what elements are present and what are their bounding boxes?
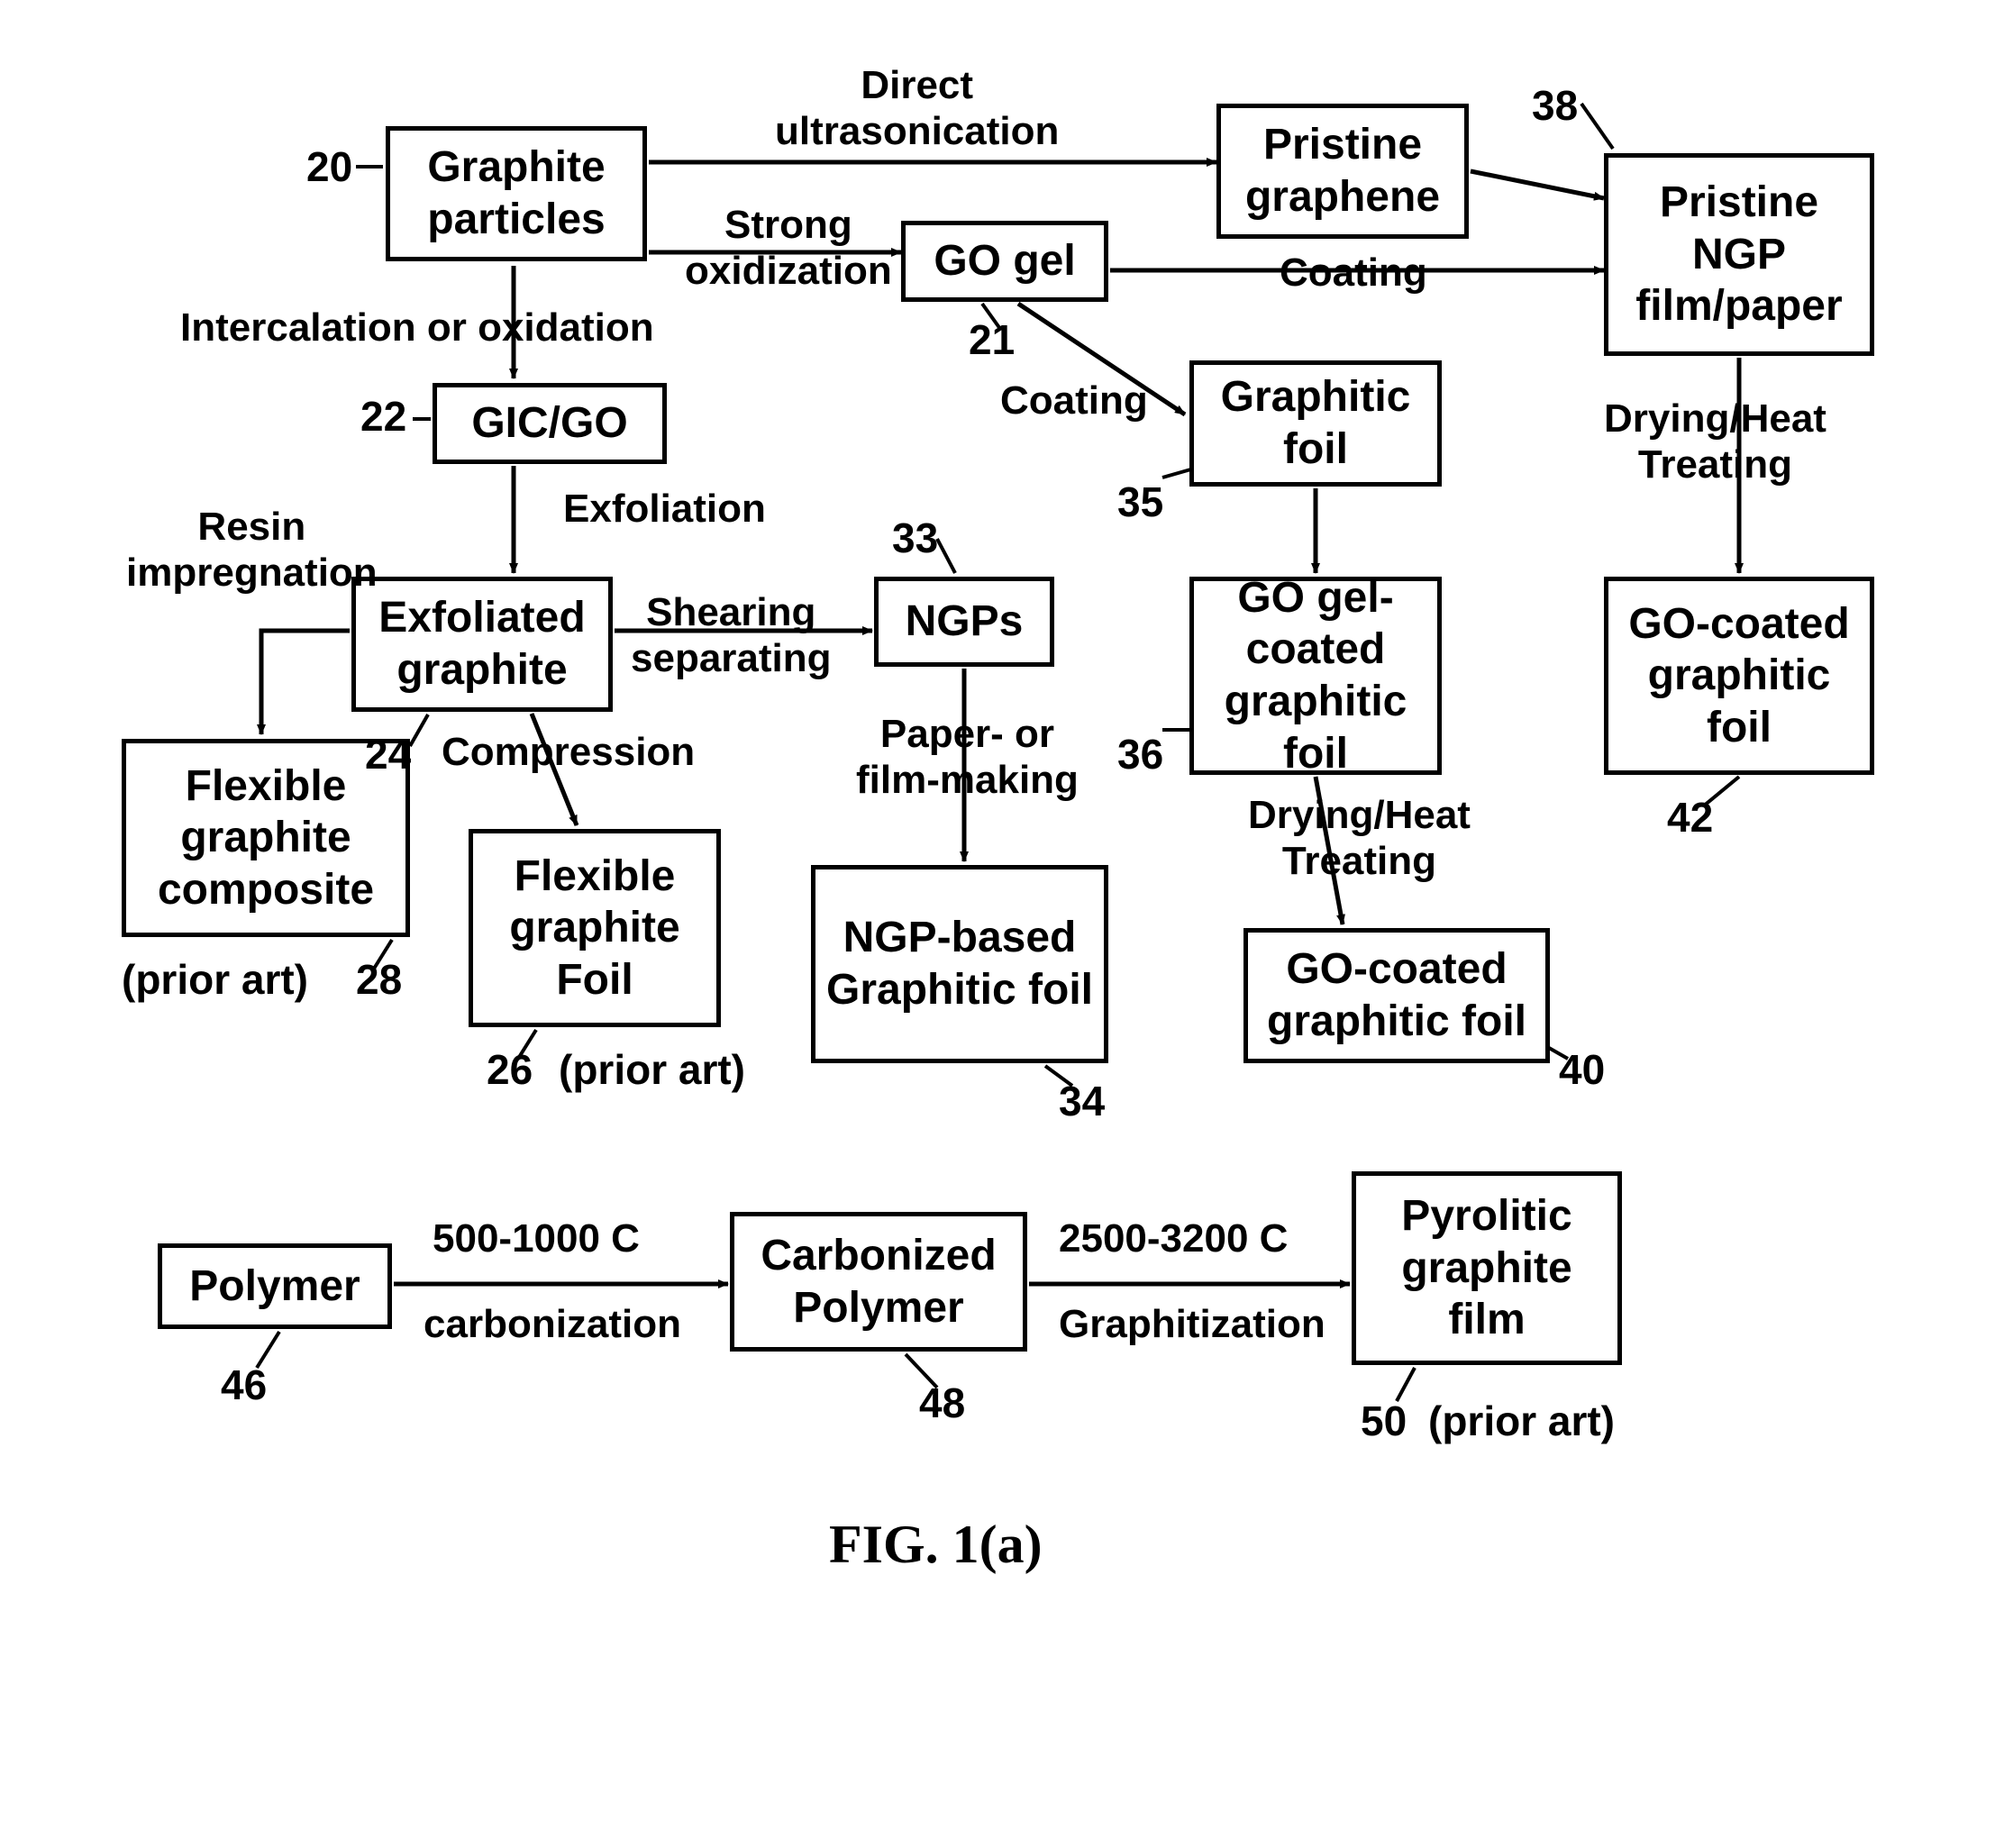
edge-label: Compression <box>442 730 695 776</box>
leader-line <box>410 715 428 746</box>
edge-label: Graphitization <box>1059 1302 1325 1348</box>
edge-label: Drying/HeatTreating <box>1248 793 1471 884</box>
prior-art-label: (prior art) <box>1428 1397 1615 1445</box>
edge-label: Paper- orfilm-making <box>856 712 1079 803</box>
edge-label: Strongoxidization <box>685 203 892 294</box>
ref-number: 40 <box>1559 1045 1605 1094</box>
flow-node-n50: Pyrolitic graphite film <box>1352 1171 1622 1365</box>
edge-label: Resinimpregnation <box>126 505 378 596</box>
flow-node-n38: Pristine NGP film/paper <box>1604 153 1874 356</box>
prior-art-label: (prior art) <box>122 955 308 1004</box>
flow-node-n48: Carbonized Polymer <box>730 1212 1027 1352</box>
flow-node-n21: GO gel <box>901 221 1108 302</box>
flow-node-n35: Graphitic foil <box>1189 360 1442 487</box>
ref-number: 50 <box>1361 1397 1407 1445</box>
ref-number: 33 <box>892 514 938 562</box>
edge-label: Shearingseparating <box>631 590 832 681</box>
leader-line <box>937 539 955 573</box>
edge-label: carbonization <box>424 1302 681 1348</box>
edge-label: Coating <box>1000 378 1148 424</box>
ref-number: 34 <box>1059 1077 1105 1125</box>
flow-node-n42: GO-coated graphitic foil <box>1604 577 1874 775</box>
leader-line <box>1581 104 1613 149</box>
flow-node-n36: GO gel-coated graphitic foil <box>1189 577 1442 775</box>
ref-number: 46 <box>221 1361 267 1409</box>
flow-node-n22: GIC/GO <box>433 383 667 464</box>
edge-label: 500-1000 C <box>433 1216 640 1262</box>
flow-node-n37: Pristine graphene <box>1216 104 1469 239</box>
edge-label: Coating <box>1280 250 1427 296</box>
flow-node-n33: NGPs <box>874 577 1054 667</box>
ref-number: 35 <box>1117 478 1163 526</box>
edge-label: Intercalation or oxidation <box>180 305 654 351</box>
flow-node-n20: Graphite particles <box>386 126 647 261</box>
ref-number: 20 <box>306 142 352 191</box>
flow-edge <box>261 631 350 734</box>
figure-caption: FIG. 1(a) <box>829 1514 1043 1576</box>
ref-number: 24 <box>365 730 411 778</box>
ref-number: 21 <box>969 315 1015 364</box>
ref-number: 26 <box>487 1045 533 1094</box>
flow-node-n24: Exfoliated graphite <box>351 577 613 712</box>
flow-node-n40: GO-coated graphitic foil <box>1243 928 1550 1063</box>
flow-node-n34: NGP-based Graphitic foil <box>811 865 1108 1063</box>
ref-number: 36 <box>1117 730 1163 778</box>
ref-number: 48 <box>919 1379 965 1427</box>
prior-art-label: (prior art) <box>559 1045 745 1094</box>
flow-node-n26: Flexible graphite Foil <box>469 829 721 1027</box>
edge-label: Exfoliation <box>563 487 766 533</box>
ref-number: 42 <box>1667 793 1713 842</box>
edge-label: 2500-3200 C <box>1059 1216 1288 1262</box>
flow-node-n46: Polymer <box>158 1243 392 1329</box>
flowchart-canvas: Graphite particles Pristine graphene Prist… <box>0 0 1995 1848</box>
flow-edge <box>1471 171 1604 198</box>
ref-number: 28 <box>356 955 402 1004</box>
ref-number: 38 <box>1532 81 1578 130</box>
edge-label: Drying/HeatTreating <box>1604 396 1826 487</box>
ref-number: 22 <box>360 392 406 441</box>
edge-label: Directultrasonication <box>775 63 1059 154</box>
